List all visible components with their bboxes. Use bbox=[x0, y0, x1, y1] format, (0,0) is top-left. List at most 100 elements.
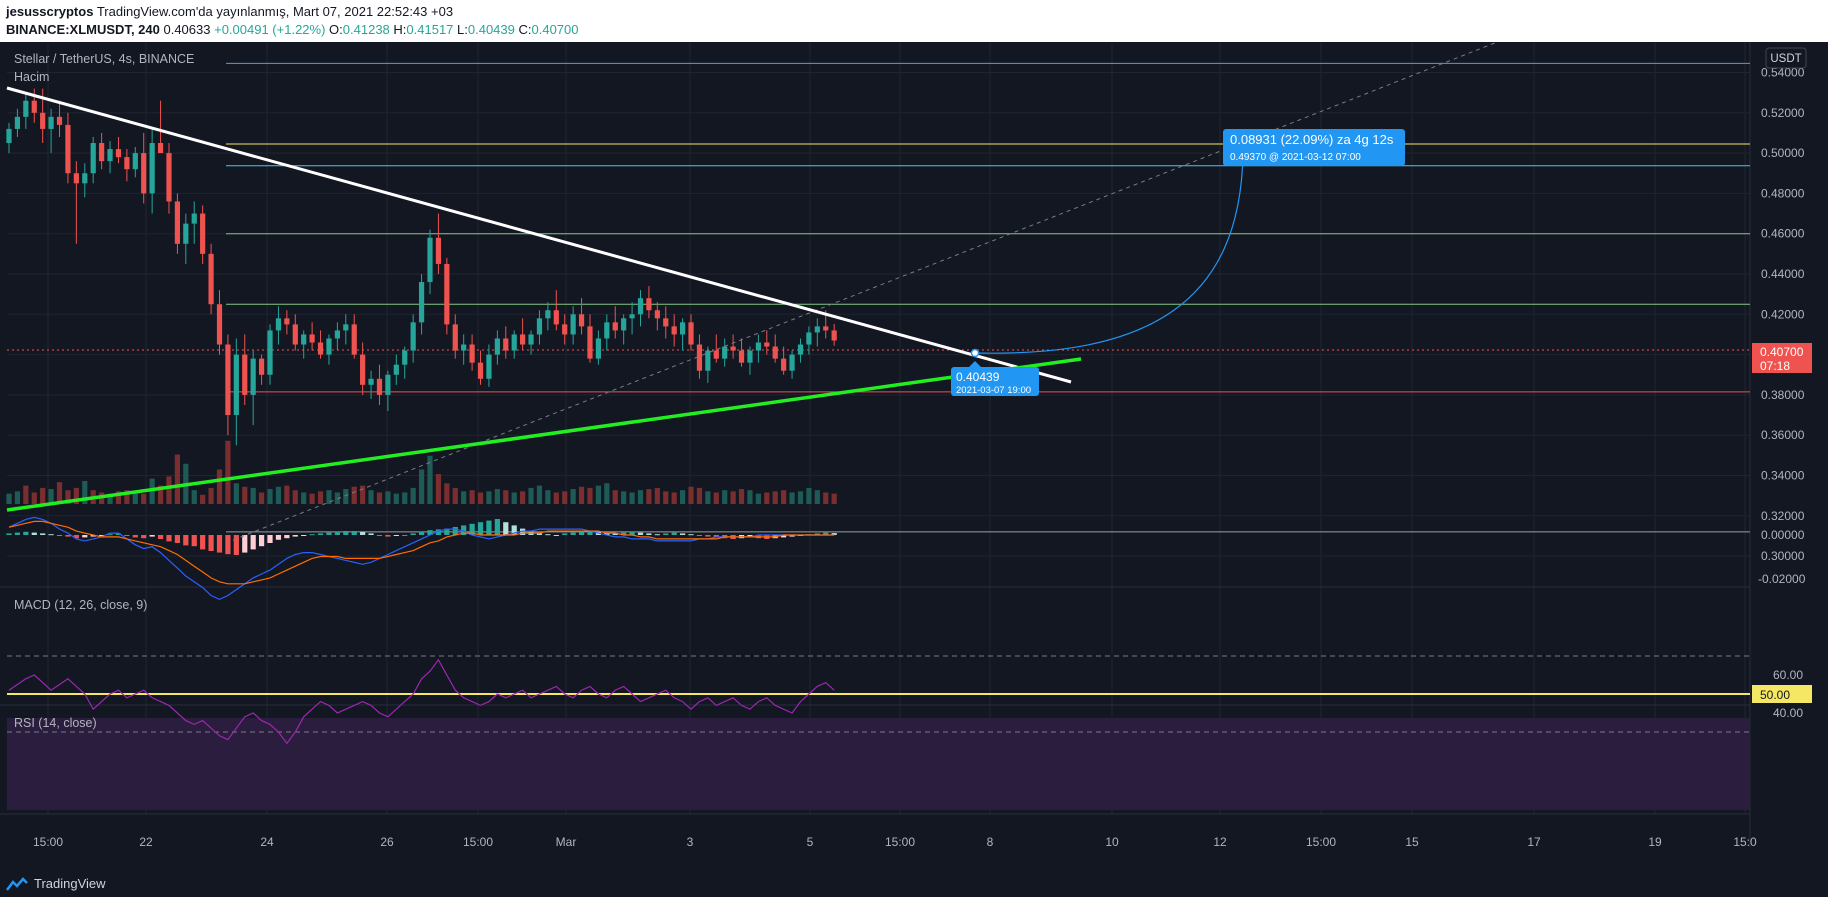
candle-body bbox=[200, 213, 206, 254]
candle-body bbox=[764, 342, 770, 347]
candle-body bbox=[82, 173, 88, 184]
volume-bar bbox=[696, 487, 703, 504]
volume-bar bbox=[705, 491, 711, 504]
macd-histogram-bar bbox=[578, 531, 585, 535]
price-tick-label: 0.34000 bbox=[1761, 469, 1805, 483]
volume-legend: Hacim bbox=[14, 70, 50, 84]
candle-body bbox=[595, 338, 601, 359]
volume-bar bbox=[747, 490, 753, 504]
time-tick-label: 15:0 bbox=[1733, 835, 1757, 849]
volume-bar bbox=[511, 492, 517, 504]
volume-bar bbox=[141, 493, 147, 504]
macd-histogram-bar bbox=[562, 533, 568, 535]
macd-histogram-bar bbox=[309, 534, 315, 536]
volume-bar bbox=[772, 491, 778, 504]
target-label-sub: 0.49370 @ 2021-03-12 07:00 bbox=[1230, 152, 1361, 163]
volume-bar bbox=[663, 491, 669, 504]
volume-bar bbox=[562, 491, 568, 504]
candle-body bbox=[317, 342, 324, 355]
volume-bar bbox=[469, 490, 475, 504]
candle-body bbox=[157, 143, 164, 154]
volume-bar bbox=[797, 491, 804, 504]
volume-bar bbox=[48, 489, 54, 504]
volume-bar bbox=[174, 454, 180, 504]
close-value: 0.40700 bbox=[531, 22, 579, 37]
candle-body bbox=[772, 346, 778, 359]
volume-bar bbox=[73, 487, 79, 504]
macd-histogram-bar bbox=[90, 535, 96, 537]
chart-canvas[interactable]: 0.08931 (22.09%) za 4g 12s 0.49370 @ 2021… bbox=[0, 42, 1828, 897]
macd-histogram-bar bbox=[587, 531, 593, 535]
macd-histogram-bar bbox=[418, 531, 425, 535]
time-tick-label: 5 bbox=[807, 835, 814, 849]
volume-bar bbox=[494, 489, 500, 504]
candle-body bbox=[174, 201, 180, 244]
candle-body bbox=[477, 362, 484, 379]
macd-histogram-bar bbox=[65, 535, 71, 537]
time-tick-label: 15 bbox=[1405, 835, 1419, 849]
volume-bar bbox=[191, 490, 197, 504]
price-tick-label: 0.32000 bbox=[1761, 509, 1805, 523]
volume-bar bbox=[40, 487, 46, 504]
macd-histogram-bar bbox=[267, 535, 273, 543]
volume-bar bbox=[317, 491, 324, 504]
volume-bar bbox=[435, 474, 442, 504]
author-name[interactable]: jesusscryptos bbox=[6, 4, 94, 19]
macd-histogram-bar bbox=[494, 519, 500, 535]
volume-bar bbox=[738, 489, 745, 504]
volume-bar bbox=[654, 487, 660, 504]
macd-histogram-bar bbox=[823, 532, 829, 535]
candle-body bbox=[612, 322, 618, 331]
last-price: 0.40633 bbox=[163, 22, 211, 37]
candle-body bbox=[259, 358, 265, 375]
low-label-main: 0.40439 bbox=[956, 370, 1000, 384]
macd-histogram-bar bbox=[368, 533, 374, 535]
candle-body bbox=[292, 324, 298, 345]
time-tick-label: 15:00 bbox=[463, 835, 493, 849]
candle-body bbox=[183, 223, 189, 244]
candle-body bbox=[587, 326, 593, 359]
macd-histogram-bar bbox=[553, 535, 559, 536]
macd-histogram-bar bbox=[570, 532, 576, 535]
volume-bar bbox=[82, 481, 88, 504]
volume-bar bbox=[376, 492, 383, 504]
macd-histogram-bar bbox=[351, 531, 357, 535]
macd-histogram-bar bbox=[646, 533, 652, 535]
published-info: TradingView.com'da yayınlanmış, Mart 07,… bbox=[96, 4, 454, 19]
candle-body bbox=[351, 324, 357, 355]
candle-body bbox=[216, 304, 223, 345]
price-tick-label: 0.36000 bbox=[1761, 428, 1805, 442]
price-tick-label: 0.50000 bbox=[1761, 146, 1805, 160]
candle-body bbox=[99, 143, 105, 162]
volume-bar bbox=[444, 483, 450, 504]
macd-histogram-bar bbox=[191, 535, 197, 547]
candle-body bbox=[545, 310, 551, 319]
candle-body bbox=[385, 374, 391, 395]
macd-histogram-bar bbox=[477, 522, 484, 535]
candle-body bbox=[65, 124, 71, 174]
macd-histogram-bar bbox=[317, 533, 324, 535]
volume-bar bbox=[351, 486, 357, 504]
candle-body bbox=[713, 350, 719, 359]
candle-body bbox=[806, 332, 812, 345]
candle-body bbox=[326, 338, 332, 355]
macd-histogram-bar bbox=[427, 530, 433, 535]
candle-body bbox=[738, 350, 745, 363]
high-value: 0.41517 bbox=[406, 22, 454, 37]
macd-histogram-bar bbox=[637, 532, 644, 535]
candle-body bbox=[14, 116, 21, 129]
volume-bar bbox=[730, 491, 736, 504]
macd-histogram-bar bbox=[612, 533, 618, 535]
candle-body bbox=[578, 314, 585, 327]
volume-bar bbox=[553, 492, 559, 504]
candle-body bbox=[56, 116, 63, 125]
brand-name: TradingView bbox=[34, 876, 106, 891]
candle-body bbox=[553, 310, 559, 325]
candle-body bbox=[250, 358, 256, 395]
current-price-timer: 07:18 bbox=[1760, 359, 1790, 373]
candle-body bbox=[781, 358, 787, 371]
macd-histogram-bar bbox=[31, 532, 37, 535]
macd-histogram-bar bbox=[23, 531, 29, 535]
header-line-1: jesusscryptos TradingView.com'da yayınla… bbox=[6, 4, 453, 19]
volume-bar bbox=[587, 487, 593, 504]
